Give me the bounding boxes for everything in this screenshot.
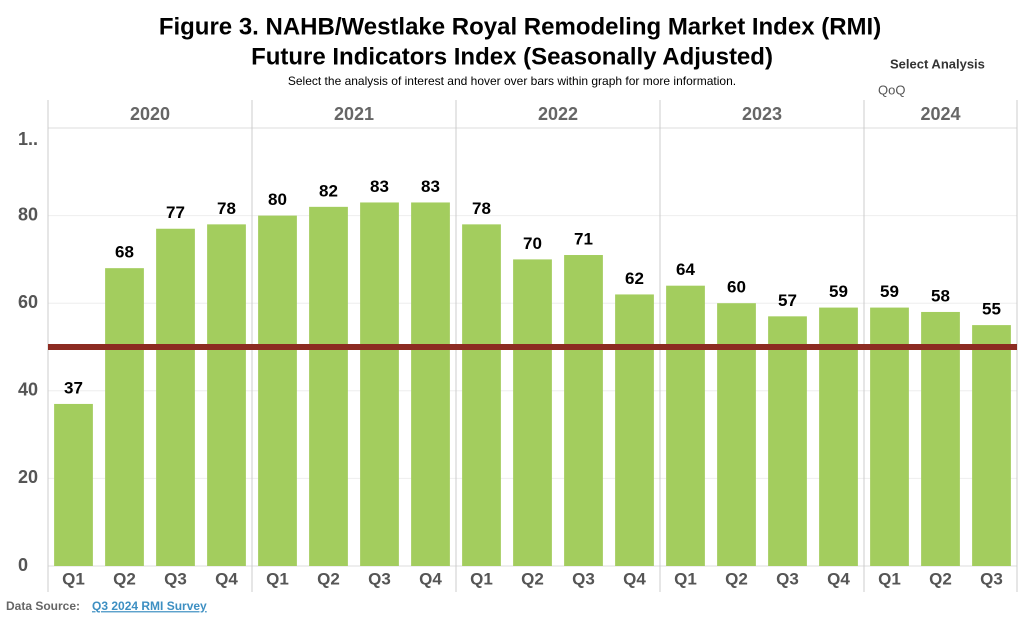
bar <box>207 224 246 567</box>
x-tick-label: Q3 <box>572 569 595 588</box>
bar <box>54 403 93 566</box>
x-tick-label: Q1 <box>266 569 289 588</box>
data-label: 57 <box>778 291 797 310</box>
x-tick-label: Q3 <box>164 569 187 588</box>
data-label: 70 <box>523 234 542 253</box>
x-tick-label: Q4 <box>623 569 646 588</box>
bar <box>258 215 297 566</box>
bar <box>564 255 603 566</box>
x-tick-label: Q2 <box>929 569 952 588</box>
bar <box>921 311 960 566</box>
x-tick-label: Q3 <box>776 569 799 588</box>
bar <box>156 228 195 567</box>
data-label: 68 <box>115 243 134 262</box>
data-label: 78 <box>217 199 236 218</box>
source-label: Data Source: <box>6 599 80 613</box>
bar <box>615 294 654 566</box>
data-label: 82 <box>319 181 338 200</box>
x-tick-label: Q2 <box>113 569 136 588</box>
group-label: 2023 <box>742 104 782 124</box>
bar <box>768 316 807 566</box>
x-tick-label: Q4 <box>419 569 442 588</box>
bar <box>819 307 858 566</box>
y-tick-label: 0 <box>18 555 28 575</box>
data-label: 62 <box>625 269 644 288</box>
x-tick-label: Q1 <box>674 569 697 588</box>
data-label: 59 <box>880 282 899 301</box>
data-label: 37 <box>64 378 83 397</box>
control-label: Select Analysis <box>890 56 985 71</box>
bar <box>972 325 1011 566</box>
x-tick-label: Q1 <box>470 569 493 588</box>
x-tick-label: Q4 <box>827 569 850 588</box>
x-tick-label: Q4 <box>215 569 238 588</box>
x-tick-label: Q2 <box>725 569 748 588</box>
data-label: 71 <box>574 230 593 249</box>
group-label: 2024 <box>920 104 960 124</box>
y-tick-label: 60 <box>18 292 38 312</box>
data-label: 80 <box>268 190 287 209</box>
y-tick-label: 1.. <box>18 129 38 149</box>
chart-title: Figure 3. NAHB/Westlake Royal Remodeling… <box>159 13 881 40</box>
group-label: 2020 <box>130 104 170 124</box>
bar <box>717 303 756 566</box>
data-label: 58 <box>931 286 950 305</box>
bar <box>513 259 552 566</box>
data-label: 64 <box>676 260 695 279</box>
y-tick-label: 40 <box>18 380 38 400</box>
data-label: 59 <box>829 282 848 301</box>
x-tick-label: Q1 <box>878 569 901 588</box>
data-label: 60 <box>727 278 746 297</box>
source-link[interactable]: Q3 2024 RMI Survey <box>92 599 207 613</box>
x-tick-label: Q1 <box>62 569 85 588</box>
bar <box>360 202 399 566</box>
y-tick-label: 80 <box>18 204 38 224</box>
data-label: 55 <box>982 300 1001 319</box>
data-label: 83 <box>370 177 389 196</box>
group-label: 2021 <box>334 104 374 124</box>
bar <box>462 224 501 567</box>
y-tick-label: 20 <box>18 467 38 487</box>
group-label: 2022 <box>538 104 578 124</box>
bar <box>309 206 348 566</box>
bar <box>105 268 144 566</box>
x-tick-label: Q2 <box>317 569 340 588</box>
data-label: 78 <box>472 199 491 218</box>
x-tick-label: Q3 <box>980 569 1003 588</box>
chart-title: Future Indicators Index (Seasonally Adju… <box>251 43 773 70</box>
bar <box>870 307 909 566</box>
bar <box>411 202 450 566</box>
control-value[interactable]: QoQ <box>878 82 905 97</box>
bar <box>666 285 705 566</box>
data-label: 77 <box>166 203 185 222</box>
data-label: 83 <box>421 177 440 196</box>
x-tick-label: Q3 <box>368 569 391 588</box>
x-tick-label: Q2 <box>521 569 544 588</box>
chart-subtitle: Select the analysis of interest and hove… <box>288 74 736 88</box>
